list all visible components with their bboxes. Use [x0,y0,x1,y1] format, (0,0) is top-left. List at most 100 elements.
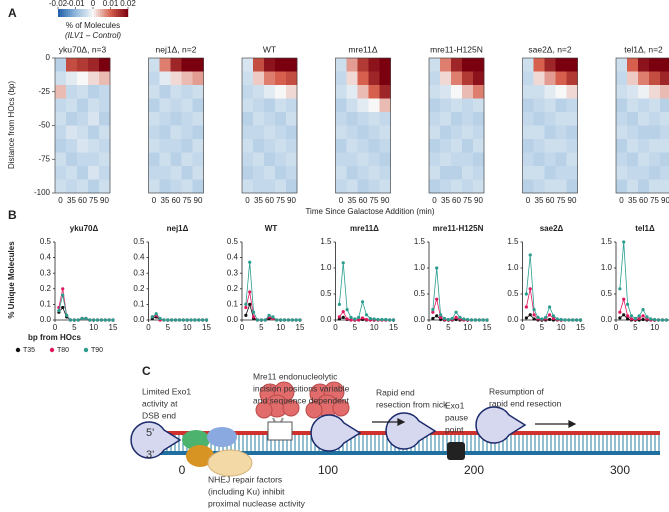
heatmap-frame [148,57,204,194]
annotation: incision positions variable [253,383,350,393]
heatmap-cell [638,152,650,167]
x-tick-label: 35 [348,196,357,205]
heatmap-cell [649,166,661,180]
series-point [641,314,645,318]
series-point [462,317,466,321]
heatmap-cell [627,166,639,180]
colorbar-segment [96,9,99,17]
series-point [290,318,294,322]
heatmap-cell [148,98,160,113]
heatmap-cell [638,125,650,140]
heatmap-cell [242,152,254,167]
heatmap-cell [66,125,78,140]
series-point [450,316,454,321]
colorbar-segment [114,9,117,17]
heatmap-cell [522,112,534,126]
y-tick-label: 0.0 [227,315,239,324]
heatmap-cell [286,179,298,194]
heatmap-cell [170,152,182,167]
heatmap-frame [335,57,391,194]
heatmap-title: nej1Δ, n=2 [156,44,197,54]
heatmap-cell [368,179,380,194]
series-point [349,318,353,322]
series-point [181,318,185,322]
heatmap-cell [192,125,204,140]
heatmap-cell [335,112,347,126]
heatmap-cell [627,139,639,153]
heatmap-cell [275,179,287,194]
heatmap-cell [473,58,485,72]
heatmap-cell [566,152,578,167]
heatmap-cell [159,112,171,126]
colorbar-segment [80,9,83,17]
series-point [364,313,369,317]
series-point [435,297,439,301]
arrows [372,418,577,428]
heatmap-cell [346,58,358,72]
x-tick-label: 0 [146,323,151,332]
series-point [282,318,287,322]
x-tick-label: 10 [183,323,192,332]
heatmap-cell [566,125,578,140]
heatmap-cell [88,152,100,167]
heatmap-cell [379,125,391,140]
heatmap-cell [242,166,254,180]
heatmap-cell [275,85,287,99]
heatmap-cell [159,139,171,153]
heatmap-cell [379,58,391,72]
heatmap-cell [522,152,534,167]
colorbar-segment [94,9,97,17]
heatmap-cell [66,179,78,194]
heatmap-cell [638,58,650,72]
heatmap-cell [170,139,182,153]
heatmap-cell [286,166,298,180]
y-tick-label: 0.2 [133,284,145,293]
colorbar-segment [84,9,87,17]
heatmap-cell [616,71,628,86]
y-tick-label: 1.5 [601,237,613,246]
heatmap-cell [616,139,628,153]
heatmap-cell [649,98,661,113]
series-point [540,317,544,321]
heatmap-cell [55,85,67,99]
heatmap-cell [286,98,298,113]
heatmap-cell [66,98,78,113]
series-point [65,313,69,317]
heatmap-cell [99,85,111,99]
series-point [357,318,361,322]
x-tick-label: 60 [172,196,181,205]
heatmap-cell [181,112,193,126]
heatmap-cell [148,125,160,140]
exo1 [310,414,362,452]
series-point [150,315,154,319]
gap [267,421,293,441]
heatmap-cell [451,112,463,126]
heatmap-cell [627,98,639,113]
series-point [618,316,622,320]
heatmap-cell [55,98,67,113]
series-point [337,315,341,319]
heatmap-cell [66,71,78,86]
heatmap-cell [379,179,391,194]
colorbar-segment [70,9,73,17]
heatmap-cell [627,179,639,194]
heatmap-cell [638,139,650,153]
x-tick-label: 75 [276,196,285,205]
heatmap-cell [649,125,661,140]
heatmap-cell [357,112,369,126]
heatmap-cell [55,58,67,72]
heatmap-cell [66,166,78,180]
heatmap-cell [440,125,452,140]
colorbar-segment [112,9,115,17]
y-tick-label: 0.5 [507,289,519,298]
y-tick-label: 1.0 [320,263,332,272]
heatmap-cell [357,125,369,140]
strand-label: 5' [146,427,154,439]
heatmap-cell [544,166,556,180]
heatmap-cell [660,125,669,140]
heatmap-cell [555,179,567,194]
series-point [197,318,201,322]
dna-diagram: 5' 3' [130,381,660,477]
colorbar-segment [126,9,129,17]
heatmap-cell [264,125,276,140]
